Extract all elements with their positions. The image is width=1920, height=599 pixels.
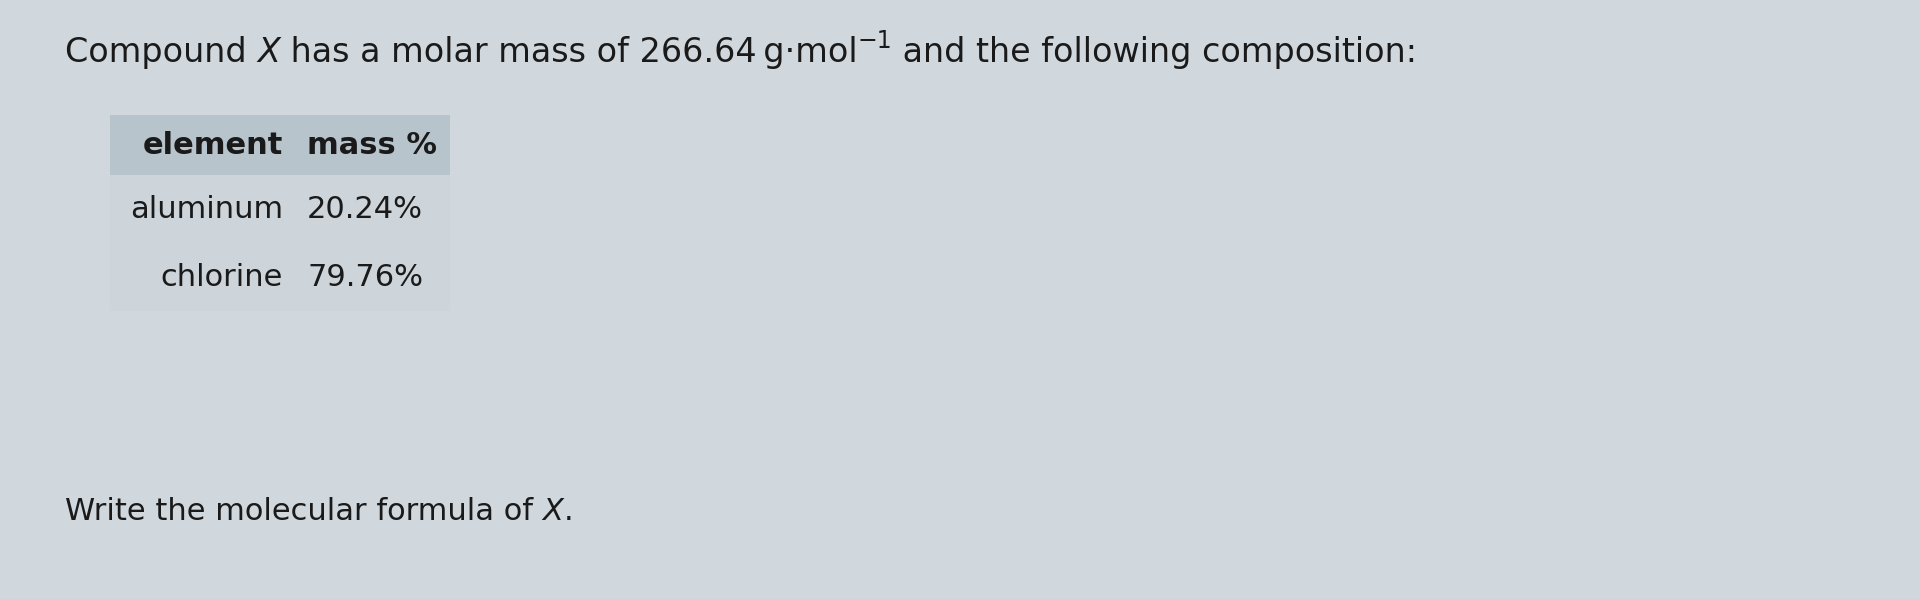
Text: element: element	[142, 131, 282, 159]
Text: X: X	[257, 36, 280, 69]
Text: mass %: mass %	[307, 131, 438, 159]
Text: aluminum: aluminum	[131, 195, 282, 223]
Text: has a molar mass of 266.64 g·mol: has a molar mass of 266.64 g·mol	[280, 36, 858, 69]
Text: and the following composition:: and the following composition:	[893, 36, 1417, 69]
Text: .: .	[564, 497, 574, 526]
Text: chlorine: chlorine	[161, 262, 282, 292]
Text: 79.76%: 79.76%	[307, 262, 422, 292]
Text: −1: −1	[858, 29, 893, 53]
Bar	[109, 175, 449, 243]
Text: 20.24%: 20.24%	[307, 195, 422, 223]
Text: Write the molecular formula of: Write the molecular formula of	[65, 497, 543, 526]
Bar	[109, 243, 449, 311]
Text: X: X	[543, 497, 564, 526]
Bar	[109, 115, 449, 175]
Text: Compound: Compound	[65, 36, 257, 69]
